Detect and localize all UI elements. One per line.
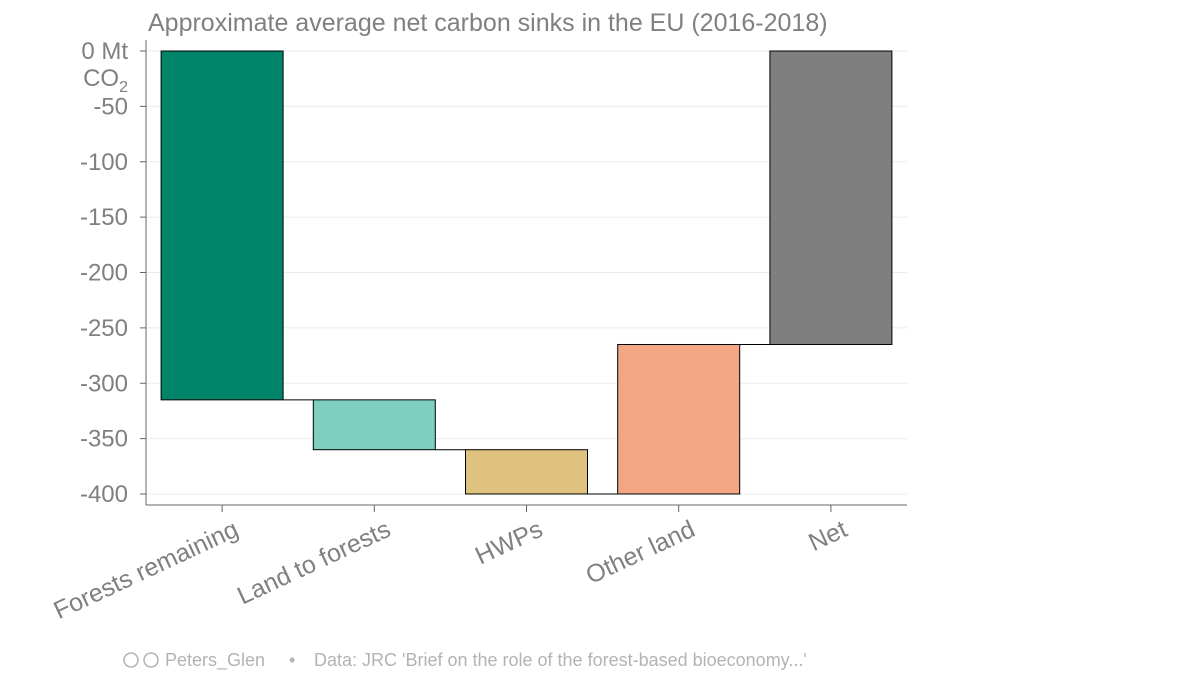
- y-tick-label: -300: [80, 370, 128, 397]
- bars-group: [160, 50, 893, 495]
- x-tick-label: Forests remaining: [49, 515, 242, 625]
- bar-net: [769, 50, 893, 345]
- x-tick-label: Other land: [582, 515, 700, 590]
- bar-hwps: [465, 449, 588, 495]
- y-axis-unit-base: CO: [83, 65, 119, 92]
- bar-land-to-forests: [312, 399, 436, 451]
- credit-source: Data: JRC 'Brief on the role of the fore…: [314, 650, 807, 670]
- bar-forests-remaining: [160, 50, 284, 401]
- y-tick-label: -200: [80, 260, 128, 287]
- y-tick-label: -350: [80, 426, 128, 453]
- y-axis-unit-label: CO2: [83, 65, 128, 96]
- chart-title: Approximate average net carbon sinks in …: [148, 9, 828, 37]
- credit-author: Peters_Glen: [165, 650, 265, 671]
- credit-line: Peters_Glen • Data: JRC 'Brief on the ro…: [123, 650, 807, 671]
- y-tick-label: -100: [80, 149, 128, 176]
- bar-other-land: [617, 343, 741, 495]
- y-tick-labels: -50 -100 -150 -200 -250 -300 -350 -400: [80, 93, 128, 508]
- y-tick-label: -400: [80, 481, 128, 508]
- y-tick-label: -250: [80, 315, 128, 342]
- creative-commons-icon: [123, 652, 139, 668]
- y-tick-label: -150: [80, 204, 128, 231]
- y-axis-unit-subscript: 2: [119, 79, 128, 96]
- y-tick-label-0: 0 Mt: [81, 38, 128, 65]
- x-tick-label: Net: [804, 515, 851, 557]
- y-tick-label: -50: [93, 93, 128, 120]
- x-tick-label: HWPs: [471, 515, 547, 570]
- attribution-icon: [143, 652, 159, 668]
- axes: [140, 40, 907, 512]
- x-tick-label: Land to forests: [233, 515, 395, 610]
- credit-separator: •: [289, 650, 295, 670]
